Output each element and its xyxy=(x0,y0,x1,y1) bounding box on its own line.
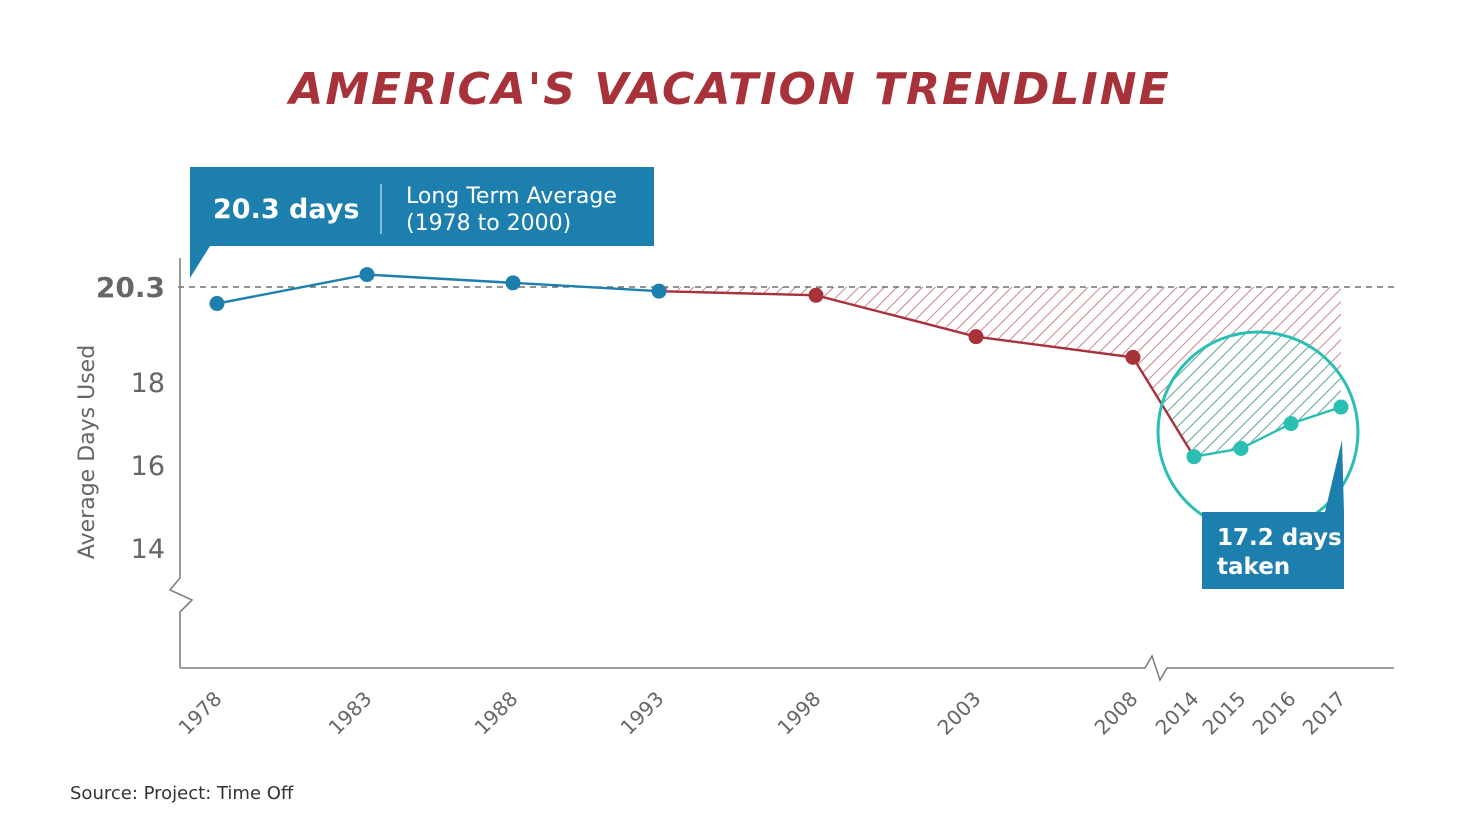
long-term-average-callout: 20.3 days Long Term Average (1978 to 200… xyxy=(190,167,654,278)
data-point-1978 xyxy=(209,296,225,312)
x-tick-label: 2015 xyxy=(1198,687,1251,740)
y-tick-label: 18 xyxy=(131,368,165,399)
days-taken-callout: 17.2 days taken xyxy=(1202,440,1344,589)
callout-value: 20.3 days xyxy=(213,194,359,225)
series-line-teal xyxy=(1193,405,1342,458)
data-point-2017 xyxy=(1333,399,1349,415)
y-axis-label: Average Days Used xyxy=(75,345,100,559)
callout-text-line1: Long Term Average xyxy=(406,184,617,209)
data-point-2003 xyxy=(968,329,984,345)
x-tick-label: 1978 xyxy=(174,687,227,740)
y-tick-label: 20.3 xyxy=(96,271,165,304)
data-point-2014 xyxy=(1186,449,1202,465)
y-tick-labels: 14 16 18 20.3 xyxy=(96,271,165,565)
y-axis xyxy=(168,258,194,668)
callout-text-line2: (1978 to 2000) xyxy=(406,211,571,236)
callout-box xyxy=(190,167,654,246)
x-tick-label: 1983 xyxy=(324,687,377,740)
source-note: Source: Project: Time Off xyxy=(70,783,294,804)
data-point-2008 xyxy=(1125,349,1141,365)
x-tick-labels: 1978 1983 1988 1993 1998 2003 2008 201420152016… xyxy=(174,687,1351,740)
callout-pointer xyxy=(1325,440,1344,512)
y-tick-label: 14 xyxy=(131,534,165,565)
callout-box xyxy=(1202,512,1344,589)
data-point-1993 xyxy=(651,283,667,299)
x-tick-label: 2003 xyxy=(933,687,986,740)
series-points xyxy=(209,267,1349,465)
data-point-2015 xyxy=(1233,440,1249,456)
x-tick-label: 2014 xyxy=(1151,687,1204,740)
callout-text-line1: 17.2 days xyxy=(1217,525,1342,551)
x-tick-label: 1988 xyxy=(470,687,523,740)
x-tick-label: 2017 xyxy=(1298,687,1351,740)
gap-shading-area-highlight xyxy=(1158,332,1341,457)
x-tick-label: 1998 xyxy=(773,687,826,740)
x-tick-label: 1993 xyxy=(616,687,669,740)
data-point-1998 xyxy=(808,287,824,303)
callout-pointer xyxy=(190,246,210,278)
callout-text-line2: taken xyxy=(1217,554,1290,580)
y-tick-label: 16 xyxy=(131,451,165,482)
chart-title: AMERICA'S VACATION TRENDLINE xyxy=(286,64,1170,115)
series-line-blue xyxy=(216,273,660,305)
x-tick-label: 2008 xyxy=(1090,687,1143,740)
x-tick-label: 2016 xyxy=(1248,687,1301,740)
x-axis xyxy=(180,654,1394,682)
data-point-1988 xyxy=(505,275,521,291)
data-point-2016 xyxy=(1283,416,1299,432)
data-point-1983 xyxy=(359,267,375,283)
